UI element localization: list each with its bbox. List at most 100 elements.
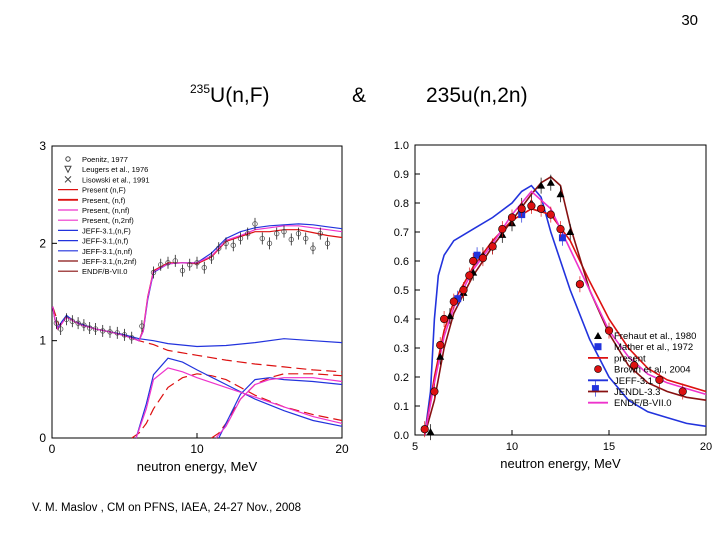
mass-number: 235 — [190, 82, 211, 96]
x-tick-label: 20 — [335, 442, 349, 456]
data-point — [303, 235, 309, 242]
y-tick-label: 1.0 — [394, 140, 409, 152]
data-point — [288, 236, 294, 243]
x-tick-label: 15 — [603, 441, 615, 453]
y-tick-label: 0.2 — [394, 372, 409, 384]
data-point — [436, 352, 445, 360]
plot-frame — [51, 145, 343, 439]
x-tick-label: 10 — [190, 442, 204, 456]
right-chart-title: 235u(n,2n) — [426, 84, 528, 107]
data-point — [274, 230, 280, 237]
data-point — [556, 190, 565, 198]
legend-label: Mather et al., 1972 — [614, 342, 693, 353]
y-tick-label: 0.1 — [394, 401, 409, 413]
reaction-label: U(n,F) — [210, 84, 270, 107]
data-point — [473, 251, 481, 259]
magenta-n-2nf--line — [215, 377, 343, 439]
x-axis-label: neutron energy, MeV — [137, 459, 258, 474]
legend-label: JEFF-3.1,(n,2nf) — [82, 257, 137, 266]
slide-number: 30 — [681, 12, 698, 29]
data-point — [187, 262, 193, 268]
data-point — [498, 224, 507, 234]
data-point — [158, 262, 164, 268]
data-point — [420, 425, 429, 434]
data-point — [465, 271, 474, 280]
legend-label: Poenitz, 1977 — [82, 155, 128, 164]
data-point — [324, 240, 331, 246]
legend-marker — [594, 365, 602, 373]
legend-marker — [64, 165, 72, 174]
data-point — [194, 260, 200, 266]
x-tick-label: 0 — [49, 442, 56, 456]
data-point — [237, 235, 244, 242]
data-point — [100, 328, 106, 334]
data-point — [507, 213, 517, 222]
data-point — [295, 230, 302, 237]
footer-citation: V. M. Maslov , CM on PFNS, IAEA, 24-27 N… — [32, 502, 302, 514]
y-tick-label: 1 — [39, 334, 46, 348]
data-point — [478, 254, 487, 263]
legend-marker — [594, 343, 602, 351]
legend-label: Leugers et al., 1976 — [82, 165, 148, 174]
y-tick-label: 0.8 — [394, 198, 409, 210]
legend-label: JEFF-3.1,(n,nf) — [82, 247, 133, 256]
data-point — [245, 230, 251, 237]
data-point — [223, 240, 229, 246]
y-tick-label: 0.4 — [394, 314, 409, 326]
legend-label: JEFF-3.1,(n,f) — [82, 237, 129, 246]
y-tick-label: 0.5 — [394, 285, 409, 297]
y-tick-label: 0.0 — [394, 430, 409, 442]
data-point — [259, 235, 265, 242]
n2n-cross-section-chart: 0.0 0.1 0.2 0.3 0.4 0.5 0.6 0.7 0.8 0.9 1.0 5 10 15 20… — [394, 140, 712, 471]
data-point — [546, 210, 555, 219]
data-point — [121, 332, 128, 338]
data-point — [281, 229, 287, 235]
y-tick-label: 2 — [39, 236, 46, 250]
data-point — [430, 387, 439, 396]
fission-cross-section-chart: 0 1 2 3 0 10 20 neutron energy, MeV Poenitz, 197… — [39, 139, 349, 474]
legend-label: Present, (n,nf) — [82, 206, 130, 215]
jeff-3-1-line — [423, 184, 707, 436]
data-point — [201, 265, 207, 271]
data-point — [129, 335, 135, 341]
data-point — [488, 242, 497, 251]
data-point — [179, 267, 186, 274]
legend-label: Present, (n,f) — [82, 196, 126, 205]
data-point — [537, 181, 546, 189]
legend-label: Present, (n,2nf) — [82, 216, 134, 225]
legend-label: Lisowski et al., 1991 — [82, 175, 150, 184]
data-point — [591, 385, 599, 393]
y-tick-label: 0.7 — [394, 227, 409, 239]
data-point — [566, 228, 575, 235]
data-point — [92, 326, 99, 332]
y-tick-label: 0.9 — [394, 169, 409, 181]
data-point — [266, 240, 273, 246]
data-point — [75, 320, 81, 326]
data-point — [630, 361, 639, 370]
data-point — [208, 255, 215, 261]
data-point — [449, 297, 458, 306]
legend-label: present — [614, 353, 646, 364]
data-point — [139, 323, 145, 329]
data-point — [252, 221, 258, 227]
legend-marker — [594, 332, 602, 339]
legend-label: JEFF-3.1 — [614, 376, 653, 387]
data-point — [172, 258, 178, 264]
data-point — [150, 269, 157, 276]
legend-label: Frehaut et al., 1980 — [614, 331, 696, 342]
data-point — [575, 280, 584, 289]
data-point — [459, 285, 468, 295]
data-point — [454, 295, 462, 303]
data-point — [69, 318, 75, 324]
data-point — [58, 326, 64, 332]
data-point — [317, 230, 323, 237]
title-ampersand: & — [352, 84, 367, 107]
data-point — [216, 245, 222, 251]
data-point — [678, 387, 687, 396]
data-point — [63, 316, 70, 322]
jeff-3-1-n-nf--line — [135, 357, 343, 439]
x-tick-label: 10 — [506, 441, 518, 453]
data-point — [546, 178, 555, 186]
data-point — [53, 320, 59, 326]
y-tick-label: 3 — [39, 139, 46, 153]
